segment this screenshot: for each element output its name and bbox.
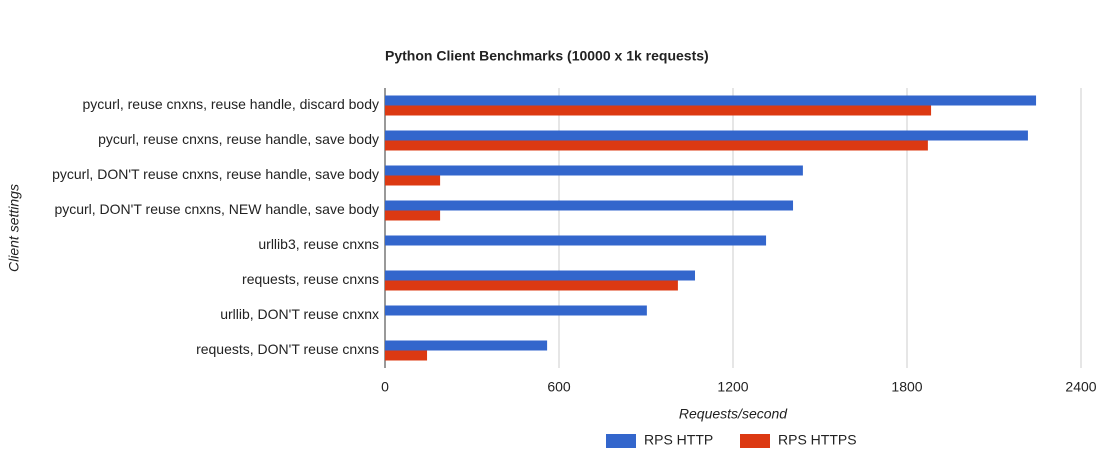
legend-label: RPS HTTP xyxy=(644,432,713,448)
x-axis-label: Requests/second xyxy=(679,406,788,422)
x-tick-label: 2400 xyxy=(1065,379,1096,395)
x-tick-label: 1200 xyxy=(717,379,748,395)
bar xyxy=(385,280,678,291)
bar xyxy=(385,350,428,361)
bar xyxy=(385,340,548,351)
bar xyxy=(385,175,441,186)
y-tick-label: urllib3, reuse cnxns xyxy=(258,236,379,252)
bar xyxy=(385,140,928,151)
bar xyxy=(385,270,696,281)
chart-title: Python Client Benchmarks (10000 x 1k req… xyxy=(385,48,709,64)
bar xyxy=(385,105,932,116)
bar xyxy=(385,210,441,221)
y-axis-label: Client settings xyxy=(6,184,22,272)
y-tick-label: urllib, DON'T reuse cnxnx xyxy=(220,306,379,322)
y-tick-label: pycurl, reuse cnxns, reuse handle, disca… xyxy=(83,96,380,112)
y-tick-label: pycurl, DON'T reuse cnxns, reuse handle,… xyxy=(52,166,379,182)
bar xyxy=(385,165,803,176)
y-tick-label: requests, DON'T reuse cnxns xyxy=(196,341,379,357)
legend-swatch xyxy=(606,434,636,448)
bar xyxy=(385,235,767,246)
y-tick-label: requests, reuse cnxns xyxy=(242,271,379,287)
x-tick-label: 600 xyxy=(547,379,571,395)
bar xyxy=(385,95,1037,106)
x-tick-label: 1800 xyxy=(891,379,922,395)
bar xyxy=(385,130,1028,141)
legend-swatch xyxy=(740,434,770,448)
y-tick-label: pycurl, DON'T reuse cnxns, NEW handle, s… xyxy=(54,201,379,217)
x-tick-label: 0 xyxy=(381,379,389,395)
bar xyxy=(385,305,647,316)
legend-label: RPS HTTPS xyxy=(778,432,857,448)
bar xyxy=(385,200,794,211)
y-tick-label: pycurl, reuse cnxns, reuse handle, save … xyxy=(98,131,379,147)
